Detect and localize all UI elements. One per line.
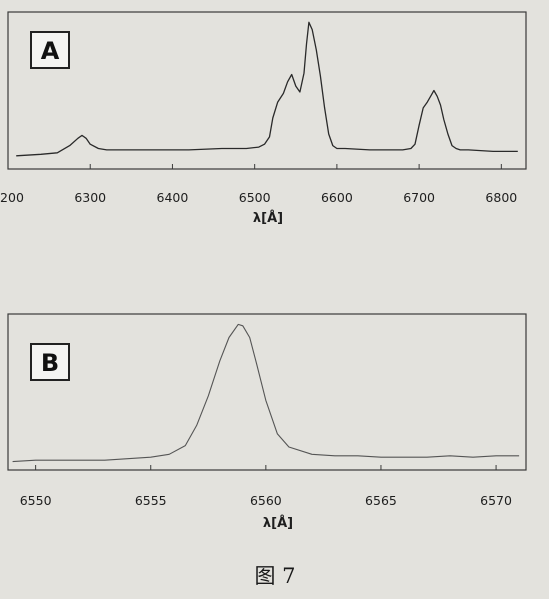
chart-b-series-line — [12, 323, 520, 463]
chart-b-x-tick-label: 6550 — [20, 493, 52, 508]
chart-a-series-line — [16, 21, 518, 157]
panel-b-label-box — [30, 343, 70, 381]
chart-a-x-tick-label: 6300 — [74, 190, 106, 205]
chart-b-x-tick-label: 6560 — [250, 493, 282, 508]
chart-a-x-tick-label: 6400 — [157, 190, 189, 205]
chart-b-x-ticks: 6550 6555 6560 6565 6570 — [20, 465, 512, 508]
chart-b-x-tick-label: 6570 — [480, 493, 512, 508]
chart-b-x-tick-label: 6555 — [135, 493, 167, 508]
chart-a-x-tick-label: 6800 — [485, 190, 517, 205]
figure-caption: 图 7 — [254, 564, 295, 588]
panel-a-label: A — [41, 37, 60, 65]
chart-b-x-axis-label: λ[Å] — [263, 515, 293, 531]
chart-a-x-axis-label: λ[Å] — [253, 210, 283, 226]
chart-b-frame — [7, 313, 527, 471]
chart-a-frame — [7, 11, 527, 170]
chart-a-x-tick-label: 6500 — [239, 190, 271, 205]
chart-a-x-ticks: 6200 6300 6400 6500 6600 6700 6800 — [0, 164, 517, 205]
chart-a-x-tick-label: 6600 — [321, 190, 353, 205]
chart-a-x-tick-label: 6700 — [403, 190, 435, 205]
chart-a-x-tick-label: 6200 — [0, 190, 24, 205]
panel-a-label-box — [30, 31, 70, 69]
panel-b-label: B — [41, 349, 59, 377]
chart-b-x-tick-label: 6565 — [365, 493, 397, 508]
chart-panel-b: B 6550 6555 6560 6565 6570 λ[Å] — [7, 313, 527, 531]
chart-panel-a: A 6200 6300 6400 6500 6600 6700 6800 λ[Å] — [0, 11, 527, 226]
